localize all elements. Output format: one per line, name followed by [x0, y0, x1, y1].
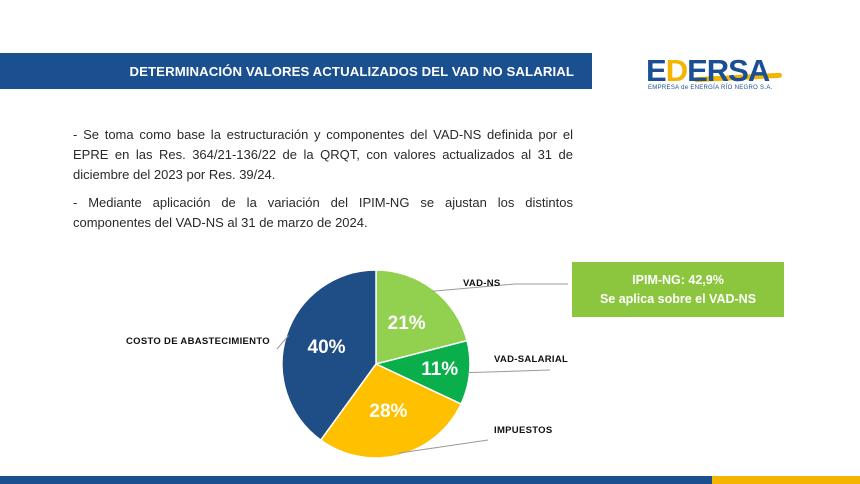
pie-slices [281, 269, 471, 459]
leader-line-impuestos [398, 439, 489, 454]
ipim-info-box: IPIM-NG: 42,9% Se aplica sobre el VAD-NS [572, 262, 784, 317]
slice-value-impuestos: 28% [369, 401, 408, 423]
logo-tagline: EMPRESA de ENERGÍA RÍO NEGRO S.A. [648, 85, 773, 91]
ipim-note: Se aplica sobre el VAD-NS [599, 291, 757, 306]
leader-line-costo-abastecimiento [276, 335, 289, 350]
page-title: DETERMINACIÓN VALORES ACTUALIZADOS DEL V… [129, 63, 574, 79]
leader-lines [276, 283, 568, 454]
slice-value-vad-salarial: 11% [421, 359, 459, 381]
slice-value-costo-abastecimiento: 40% [307, 336, 346, 358]
slice-label-costo-abastecimiento: COSTO DE ABASTECIMIENTO [126, 336, 270, 347]
leader-line-vad-ns [432, 283, 568, 292]
leader-line-vad-salarial [467, 369, 551, 374]
paragraph-ipim-adjustment: - Mediante aplicación de la variación de… [73, 195, 573, 230]
edersa-logo: EDERSA EMPRESA de ENERGÍA RÍO NEGRO S.A. [646, 55, 786, 95]
slice-label-vad-ns: VAD-NS [463, 278, 501, 289]
pie-slice-vad-ns [375, 269, 468, 365]
footer-bar [0, 476, 860, 484]
pie-slice-impuestos [319, 363, 463, 459]
pie-slice-costo-abastecimiento [281, 269, 377, 442]
paragraph-base-structure: - Se toma como base la estructuración y … [73, 127, 573, 182]
slice-label-vad-salarial: VAD-SALARIAL [494, 354, 569, 365]
slice-label-impuestos: IMPUESTOS [494, 425, 553, 436]
footer-accent [712, 476, 860, 484]
ipim-value: IPIM-NG: 42,9% [632, 272, 724, 287]
logo-wordmark: EDERSA [646, 53, 770, 88]
title-bar: DETERMINACIÓN VALORES ACTUALIZADOS DEL V… [0, 53, 592, 89]
slice-value-vad-ns: 21% [387, 313, 426, 335]
